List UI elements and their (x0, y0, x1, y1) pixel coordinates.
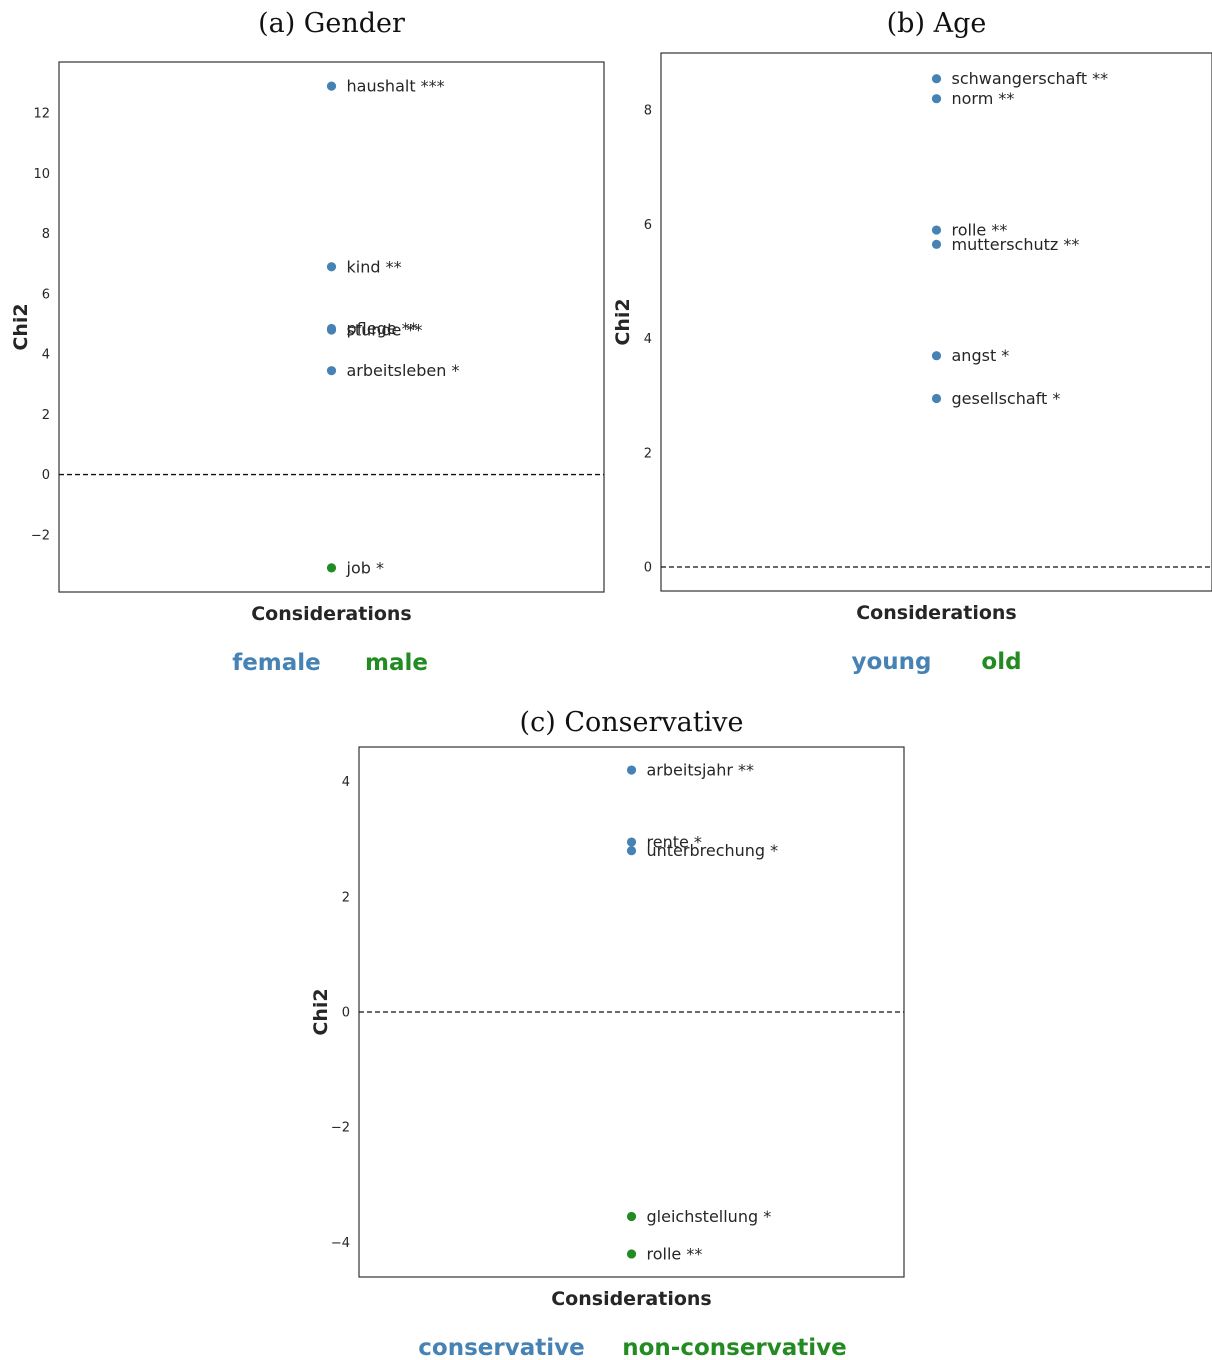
data-point-label: rente * (647, 833, 702, 852)
data-point (326, 262, 337, 272)
data-point (326, 366, 337, 376)
data-point-label: rolle ** (647, 1244, 703, 1263)
y-tick-label: 4 (342, 775, 350, 790)
data-point (931, 94, 942, 104)
y-tick-label: 8 (42, 227, 50, 242)
data-point (626, 1249, 637, 1259)
data-point-label: schwangerschaft ** (952, 69, 1109, 88)
legend-entry: non-conservative (622, 1335, 847, 1360)
y-tick-label: 2 (644, 446, 652, 461)
data-point (326, 325, 337, 335)
plot-frame (660, 52, 1212, 592)
data-point (931, 393, 942, 404)
data-point-label: rolle ** (952, 221, 1008, 240)
chart-panel-0: (a) Gender −2 0 2 4 6 8 10 12 Chi2 Considerations h… (10, 8, 605, 676)
y-tick-label: −4 (331, 1236, 350, 1251)
data-point-label: norm ** (952, 89, 1015, 108)
chart-title: (b) Age (887, 8, 987, 39)
y-tick-label: 2 (342, 890, 350, 905)
x-axis-label: Considerations (551, 1288, 712, 1310)
y-tick-label: 12 (33, 107, 50, 122)
data-point-label: kind ** (347, 257, 402, 276)
data-point (626, 846, 637, 856)
data-point-label: arbeitsjahr ** (647, 761, 755, 780)
y-tick-label: 6 (644, 218, 652, 233)
data-point (326, 81, 337, 91)
legend-entry: male (365, 650, 428, 676)
y-axis-label: Chi2 (612, 298, 634, 345)
legend-entry: female (232, 650, 321, 676)
y-axis-label: Chi2 (310, 988, 332, 1035)
data-point (931, 239, 942, 249)
data-point (326, 563, 337, 573)
data-point (931, 74, 942, 84)
plot-frame (58, 61, 605, 593)
chart-title: (a) Gender (258, 8, 405, 39)
data-point (931, 225, 942, 235)
data-point-label: angst * (952, 346, 1010, 365)
y-tick-label: 8 (644, 104, 652, 119)
x-axis-label: Considerations (856, 602, 1017, 624)
data-point-label: job * (346, 558, 384, 577)
data-point-label: gleichstellung * (647, 1207, 772, 1226)
y-tick-label: −2 (31, 528, 50, 543)
chart-panel-1: (b) Age 0 2 4 6 8 Chi2 Considerations schwangers… (612, 8, 1212, 675)
y-tick-label: 2 (42, 408, 50, 423)
chart-panel-2: (c) Conservative −4 −2 0 2 4 Chi2 Consideration… (310, 707, 905, 1360)
y-tick-label: 4 (42, 348, 50, 363)
x-axis-label: Considerations (251, 603, 412, 625)
data-point-label: arbeitsleben * (347, 361, 460, 380)
y-tick-label: 0 (644, 561, 652, 576)
legend-entry: old (981, 649, 1021, 675)
y-tick-label: 0 (42, 468, 50, 483)
data-point (626, 837, 637, 847)
data-point-label: stunde ** (347, 321, 423, 340)
data-point (626, 1211, 637, 1222)
y-tick-label: 4 (644, 332, 652, 347)
data-point-label: unterbrechung * (647, 841, 779, 860)
y-tick-label: −2 (331, 1121, 350, 1136)
legend-entry: conservative (418, 1335, 584, 1360)
y-tick-label: 6 (42, 287, 50, 302)
data-point-label: haushalt *** (347, 77, 445, 96)
legend-entry: young (851, 649, 931, 675)
y-tick-label: 10 (33, 167, 50, 182)
y-axis-label: Chi2 (10, 303, 32, 350)
data-point (626, 765, 637, 775)
y-tick-label: 0 (342, 1006, 350, 1021)
data-point-label: gesellschaft * (952, 389, 1061, 408)
chart-title: (c) Conservative (520, 707, 744, 738)
data-point (931, 351, 942, 361)
data-point-label: pflege ** (347, 319, 418, 338)
data-point-label: mutterschutz ** (952, 235, 1080, 254)
